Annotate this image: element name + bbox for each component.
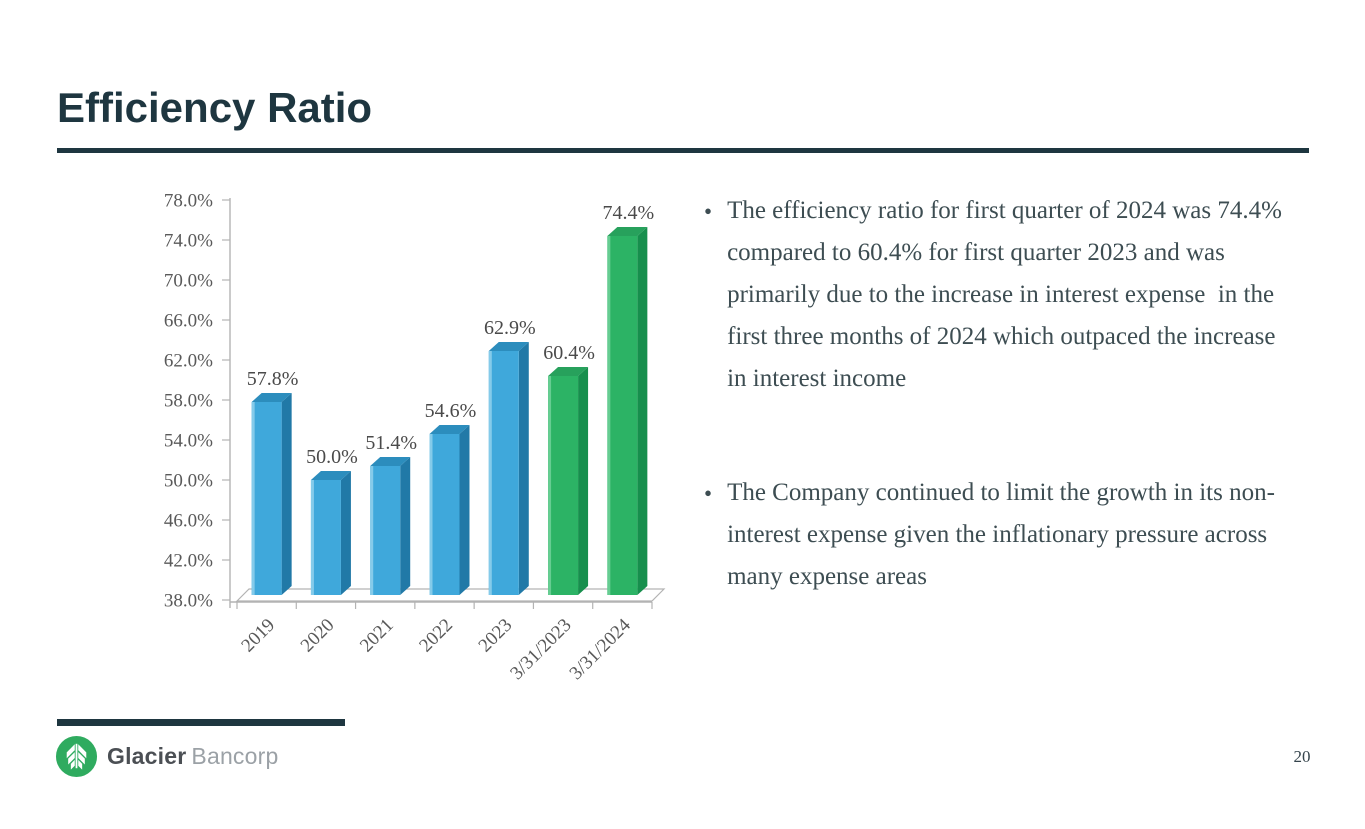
bar-side-3/31/2023 — [578, 367, 589, 595]
bullet-item-1: • The efficiency ratio for first quarter… — [704, 190, 1304, 400]
footer-accent-bar — [57, 719, 345, 726]
bar-edge-3/31/2024 — [607, 236, 611, 595]
x-label-2023: 2023 — [475, 615, 517, 657]
y-tick-label: 74.0% — [164, 231, 213, 252]
bar-chart-canvas: 38.0% 42.0% 46.0% 50.0% 54.0% 58.0% 62.0% 66.0%… — [164, 191, 666, 684]
brand-primary: Glacier — [107, 743, 187, 769]
y-tick-label: 70.0% — [164, 271, 213, 292]
x-label-2021: 2021 — [356, 615, 398, 657]
brand-secondary: Bancorp — [191, 743, 279, 769]
y-tick-label: 38.0% — [164, 591, 213, 612]
bar-3/31/2024 — [607, 236, 638, 595]
bar-edge-2021 — [370, 466, 374, 595]
data-label-2023: 62.9% — [484, 317, 536, 339]
bar-side-2023 — [518, 342, 529, 595]
efficiency-ratio-chart: 38.0% 42.0% 46.0% 50.0% 54.0% 58.0% 62.0% 66.0%… — [120, 180, 680, 710]
y-tick-label: 62.0% — [164, 351, 213, 372]
brand-wordmark: Glacier Bancorp — [107, 743, 278, 770]
bar-edge-2020 — [310, 480, 314, 595]
bar-side-2022 — [459, 425, 470, 595]
bar-edge-2022 — [429, 434, 433, 595]
data-label-2021: 51.4% — [365, 432, 417, 454]
y-tick-label: 46.0% — [164, 511, 213, 532]
bar-top-3/31/2024 — [607, 227, 648, 236]
x-label-2020: 2020 — [297, 615, 339, 657]
bar-side-2019 — [281, 393, 292, 595]
y-tick-label: 42.0% — [164, 551, 213, 572]
y-tick-label: 58.0% — [164, 391, 213, 412]
bar-top-3/31/2023 — [548, 367, 589, 376]
bar-2023 — [488, 351, 519, 595]
y-tick-label: 50.0% — [164, 471, 213, 492]
bar-side-3/31/2024 — [637, 227, 648, 595]
bar-2022 — [429, 434, 460, 595]
bar-3/31/2023 — [548, 376, 579, 595]
bar-side-2020 — [340, 471, 351, 595]
bar-top-2019 — [251, 393, 292, 402]
data-label-2022: 54.6% — [425, 400, 477, 422]
bar-2019 — [251, 402, 282, 595]
bar-top-2021 — [370, 457, 411, 466]
bar-2021 — [370, 466, 401, 595]
bullet-list: • The efficiency ratio for first quarter… — [704, 190, 1304, 670]
y-tick-label: 78.0% — [164, 191, 213, 212]
bullet-text-2: The Company continued to limit the growt… — [727, 479, 1275, 590]
bar-edge-2019 — [251, 402, 255, 595]
bar-top-2022 — [429, 425, 470, 434]
y-tick-label: 66.0% — [164, 311, 213, 332]
title-underline — [57, 148, 1309, 153]
bar-side-2021 — [400, 457, 411, 595]
bullet-marker: • — [704, 199, 713, 224]
x-label-2019: 2019 — [237, 615, 279, 657]
page-number: 20 — [1293, 747, 1311, 766]
data-label-2020: 50.0% — [306, 446, 358, 468]
bar-edge-2023 — [488, 351, 492, 595]
data-label-3/31/2023: 60.4% — [543, 342, 595, 364]
y-tick-label: 54.0% — [164, 431, 213, 452]
bullet-text-1: The efficiency ratio for first quarter o… — [727, 197, 1289, 392]
bar-2020 — [310, 480, 341, 595]
bullet-item-2: • The Company continued to limit the gro… — [704, 472, 1304, 598]
bar-top-2023 — [488, 342, 529, 351]
x-label-3/31/2024: 3/31/2024 — [566, 614, 636, 684]
data-label-3/31/2024: 74.4% — [603, 202, 655, 224]
bullet-marker: • — [704, 481, 713, 506]
data-label-2019: 57.8% — [247, 368, 299, 390]
x-label-2022: 2022 — [415, 615, 457, 657]
slide-title: Efficiency Ratio — [57, 84, 373, 131]
x-label-3/31/2023: 3/31/2023 — [506, 615, 575, 684]
glacier-tree-icon — [55, 735, 98, 778]
glacier-bancorp-logo: Glacier Bancorp — [55, 735, 278, 778]
bar-edge-3/31/2023 — [548, 376, 552, 595]
bar-top-2020 — [310, 471, 351, 480]
